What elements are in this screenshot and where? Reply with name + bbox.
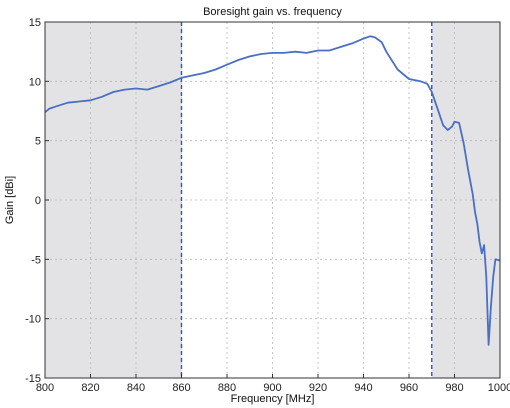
x-tick-label: 840: [127, 382, 145, 394]
y-tick-label: 15: [29, 17, 41, 29]
shaded-regions: [45, 22, 500, 378]
x-tick-label: 880: [218, 382, 236, 394]
y-tick-label: -15: [25, 373, 41, 385]
y-tick-label: -10: [25, 314, 41, 326]
x-tick-label: 980: [445, 382, 463, 394]
y-tick-label: 10: [29, 76, 41, 88]
band-markers: [180, 22, 433, 378]
x-tick-label: 1000: [488, 382, 510, 394]
y-ticks: -15 -10 -5 0 5 10 15: [25, 17, 49, 385]
x-ticks: 800 820 840 860 880 900 920 940 960 980 1000: [36, 374, 510, 394]
x-tick-label: 960: [400, 382, 418, 394]
x-axis-label: Frequency [MHz]: [231, 393, 315, 405]
x-tick-label: 900: [263, 382, 281, 394]
x-tick-label: 800: [36, 382, 54, 394]
x-tick-label: 820: [81, 382, 99, 394]
x-tick-label: 860: [172, 382, 190, 394]
gain-series-line: [44, 35, 501, 346]
series: [44, 35, 501, 346]
x-tick-label: 920: [309, 382, 327, 394]
x-tick-label: 940: [354, 382, 372, 394]
y-axis-label: Gain [dBi]: [4, 176, 16, 224]
y-tick-label: 5: [35, 136, 41, 148]
shaded-region: [45, 22, 182, 378]
chart-title: Boresight gain vs. frequency: [203, 6, 342, 18]
y-tick-label: 0: [35, 195, 41, 207]
y-tick-label: -5: [31, 254, 41, 266]
